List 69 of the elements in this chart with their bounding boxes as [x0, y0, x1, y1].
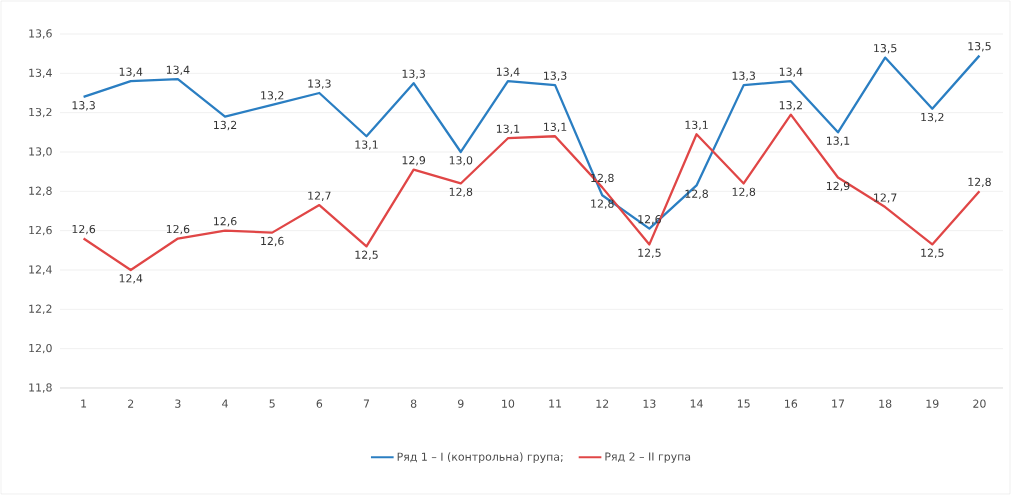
y-tick-label: 12,6	[29, 225, 52, 236]
x-tick-label: 17	[832, 399, 845, 408]
x-tick-label: 1	[81, 399, 87, 408]
data-label: 13,4	[496, 67, 520, 77]
x-tick-label: 19	[926, 399, 939, 408]
data-label: 13,3	[544, 71, 567, 81]
data-label: 12,5	[355, 250, 378, 260]
data-label: 12,6	[214, 217, 237, 227]
data-label: 13,5	[874, 43, 897, 54]
legend-label: Ряд 2 – II група	[605, 452, 691, 463]
x-tick-label: 3	[175, 399, 181, 408]
data-label: 12,5	[921, 248, 944, 259]
x-tick-label: 2	[128, 399, 134, 408]
y-tick-label: 12,0	[29, 343, 52, 354]
x-tick-label: 11	[549, 399, 562, 408]
x-tick-label: 13	[643, 399, 656, 408]
data-label: 13,4	[779, 67, 803, 77]
data-label: 12,8	[591, 199, 614, 209]
y-tick-label: 12,8	[29, 186, 52, 197]
x-tick-label: 4	[222, 399, 228, 408]
x-tick-label: 16	[785, 399, 798, 408]
data-label: 13,3	[732, 71, 755, 81]
data-label: 13,1	[544, 122, 567, 133]
y-tick-label: 13,0	[29, 147, 52, 157]
data-label: 13,1	[685, 120, 708, 131]
y-tick-label: 13,6	[29, 29, 52, 39]
y-tick-label: 12,4	[29, 265, 52, 275]
data-label: 13,1	[355, 140, 378, 150]
y-tick-label: 13,4	[29, 68, 52, 79]
data-label: 13,3	[308, 79, 331, 89]
data-label: 13,3	[402, 69, 425, 79]
x-tick-label: 8	[410, 399, 417, 408]
data-label: 13,4	[119, 67, 143, 77]
data-label: 13,4	[166, 65, 190, 76]
data-label: 12,7	[308, 191, 331, 201]
data-label: 12,6	[261, 236, 284, 247]
data-label: 12,9	[402, 156, 426, 166]
x-tick-label: 20	[973, 399, 986, 408]
data-label: 12,5	[638, 248, 661, 259]
data-label: 12,8	[968, 177, 991, 188]
x-tick-label: 15	[737, 399, 750, 408]
y-tick-label: 12,2	[29, 304, 52, 315]
x-tick-label: 6	[316, 399, 323, 408]
data-label: 13,2	[214, 120, 237, 131]
data-label: 13,0	[449, 156, 473, 166]
y-tick-label: 13,2	[29, 107, 52, 118]
x-tick-label: 18	[879, 399, 892, 408]
y-tick-label: 11,8	[29, 383, 52, 393]
x-tick-label: 9	[457, 399, 464, 408]
data-label: 12,6	[166, 224, 190, 235]
x-tick-label: 5	[269, 399, 275, 408]
legend-label: Ряд 1 – I (контрольна) група;	[397, 452, 563, 463]
x-tick-label: 12	[596, 399, 609, 408]
data-label: 13,5	[968, 42, 991, 52]
data-label: 13,2	[261, 91, 284, 101]
data-label: 12,4	[119, 274, 143, 284]
data-label: 13,2	[921, 112, 944, 123]
data-label: 12,6	[72, 224, 96, 235]
data-label: 13,1	[826, 136, 850, 146]
data-label: 12,8	[449, 187, 473, 198]
data-label: 12,7	[874, 193, 897, 203]
x-tick-label: 14	[690, 399, 703, 408]
data-label: 13,1	[496, 124, 520, 135]
data-label: 12,8	[732, 187, 756, 198]
data-label: 12,9	[826, 181, 850, 192]
x-tick-label: 7	[363, 399, 370, 408]
x-tick-label: 10	[502, 399, 515, 408]
data-label: 13,2	[779, 101, 802, 111]
data-label: 13,3	[72, 101, 95, 111]
